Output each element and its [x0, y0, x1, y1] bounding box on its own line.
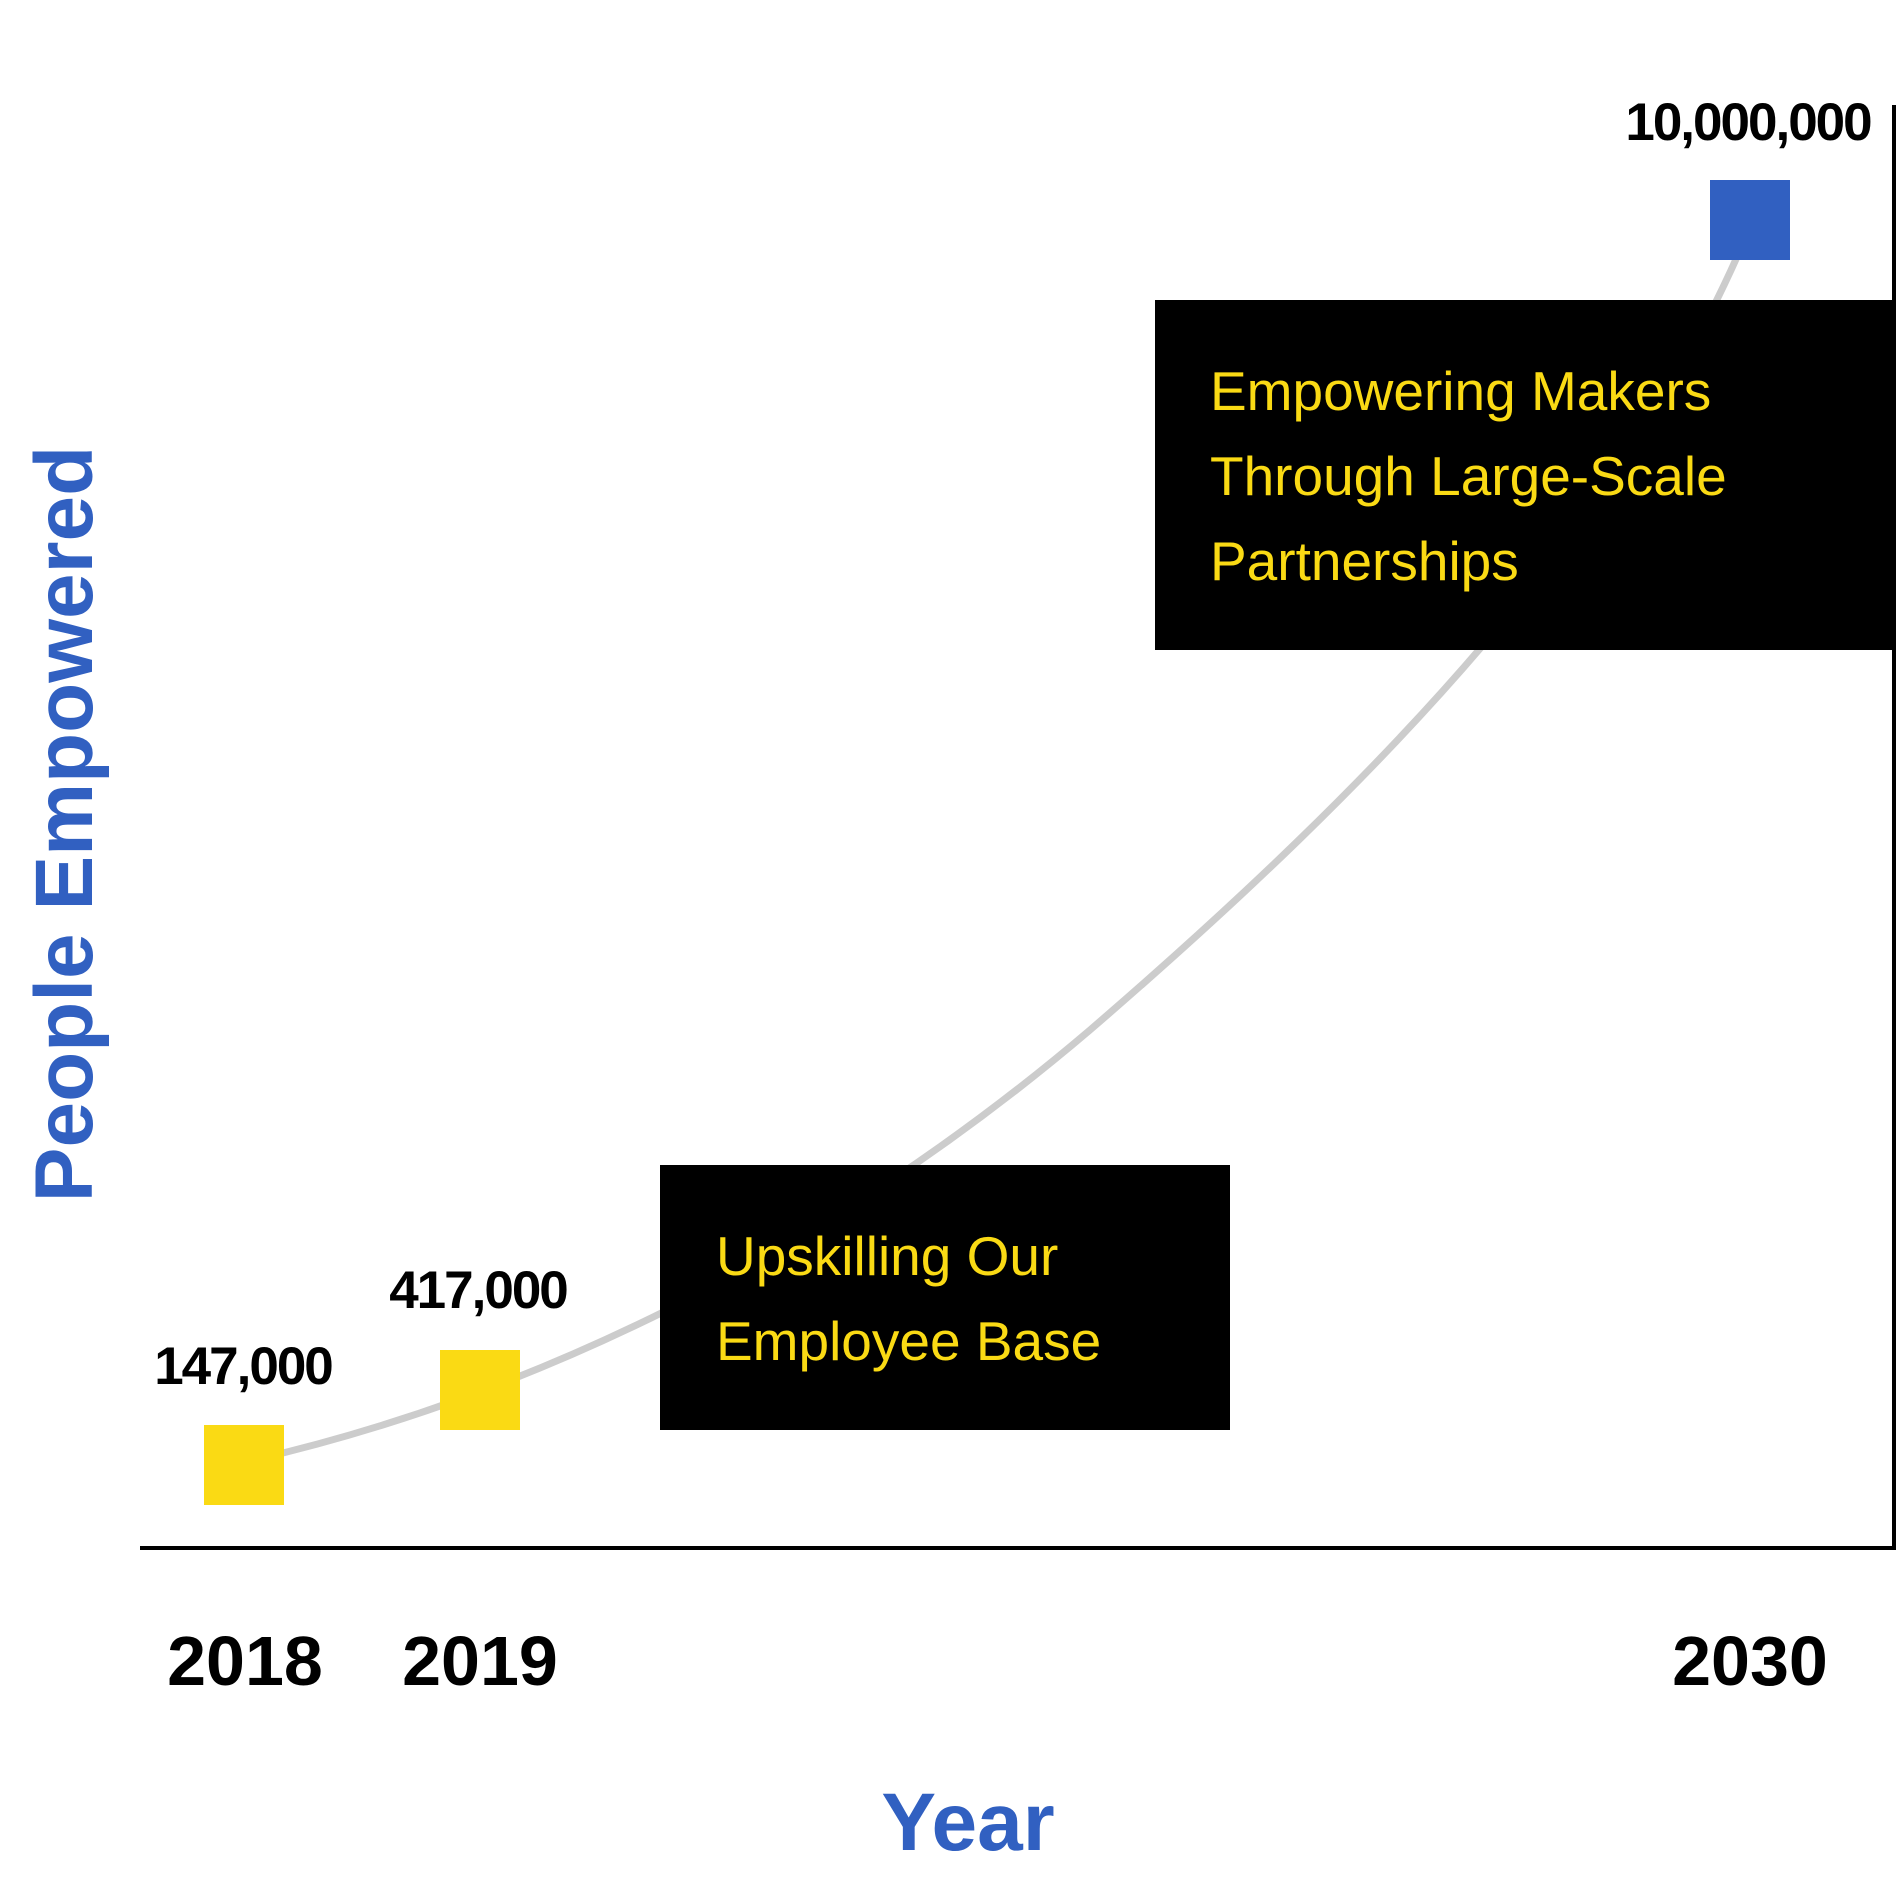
data-label: 147,000 [154, 1337, 332, 1396]
data-label: 10,000,000 [1625, 93, 1871, 152]
x-axis-title: Year [881, 1777, 1054, 1868]
data-point [204, 1425, 284, 1505]
annotation-line: Upskilling Our [716, 1225, 1058, 1287]
annotation-partnerships: Empowering Makers Through Large-Scale Pa… [1155, 300, 1896, 650]
x-tick-label: 2018 [167, 1622, 323, 1700]
data-point [1710, 180, 1790, 260]
x-tick-label: 2019 [402, 1622, 558, 1700]
annotation-box [660, 1165, 1230, 1430]
annotation-upskilling: Upskilling Our Employee Base [660, 1165, 1230, 1430]
annotation-line: Through Large-Scale [1210, 445, 1727, 507]
data-point [440, 1350, 520, 1430]
annotation-line: Empowering Makers [1210, 360, 1711, 422]
annotation-box [1155, 300, 1896, 650]
annotation-line: Employee Base [716, 1310, 1101, 1372]
x-tick-label: 2030 [1672, 1622, 1828, 1700]
annotation-line: Partnerships [1210, 530, 1519, 592]
data-label: 417,000 [389, 1261, 567, 1320]
y-axis-title: People Empowered [19, 446, 110, 1202]
